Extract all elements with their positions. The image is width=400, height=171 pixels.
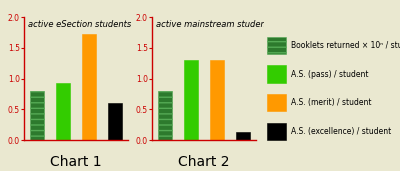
Bar bbox=[267, 94, 286, 111]
Text: A.S. (merit) / student: A.S. (merit) / student bbox=[291, 98, 372, 107]
Text: active mainstream students: active mainstream students bbox=[156, 19, 274, 29]
Bar bbox=[158, 91, 172, 140]
Text: A.S. (pass) / student: A.S. (pass) / student bbox=[291, 69, 369, 78]
Bar bbox=[267, 65, 286, 83]
Bar bbox=[30, 91, 44, 140]
Bar bbox=[184, 60, 198, 140]
Bar bbox=[267, 37, 286, 54]
Bar bbox=[236, 132, 250, 140]
Bar bbox=[56, 83, 70, 140]
Text: Chart 2: Chart 2 bbox=[178, 155, 230, 169]
Text: Chart 1: Chart 1 bbox=[50, 155, 102, 169]
Text: active eSection students: active eSection students bbox=[28, 19, 132, 29]
Text: A.S. (excellence) / student: A.S. (excellence) / student bbox=[291, 127, 392, 136]
Bar bbox=[267, 123, 286, 140]
Bar bbox=[210, 60, 224, 140]
Bar bbox=[108, 103, 122, 140]
Text: Booklets returned × 10ⁿ / student: Booklets returned × 10ⁿ / student bbox=[291, 41, 400, 50]
Bar bbox=[82, 34, 96, 140]
